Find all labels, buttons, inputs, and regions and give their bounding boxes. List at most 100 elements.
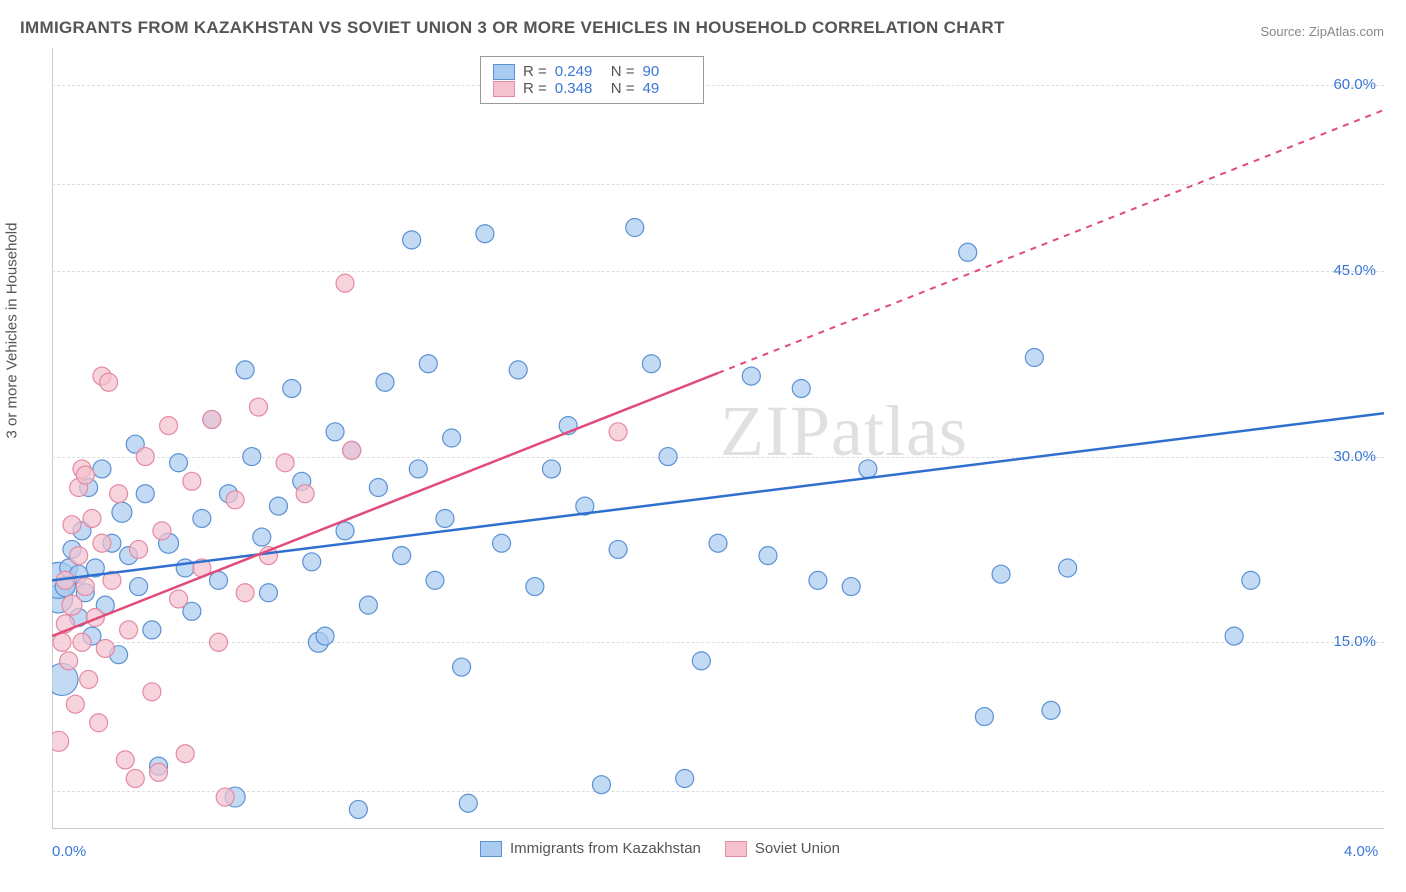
data-point-kazakhstan	[409, 460, 427, 478]
legend-r-value: 0.348	[555, 80, 603, 97]
scatter-plot	[52, 48, 1384, 828]
legend-n-value: 90	[643, 63, 691, 80]
data-point-kazakhstan	[93, 460, 111, 478]
data-point-kazakhstan	[253, 528, 271, 546]
data-point-kazakhstan	[369, 479, 387, 497]
data-point-kazakhstan	[509, 361, 527, 379]
data-point-soviet	[66, 695, 84, 713]
data-point-soviet	[276, 454, 294, 472]
data-point-soviet	[236, 584, 254, 602]
legend-swatch	[493, 64, 515, 80]
data-point-kazakhstan	[436, 509, 454, 527]
data-point-kazakhstan	[526, 578, 544, 596]
data-point-soviet	[62, 595, 82, 615]
data-point-kazakhstan	[453, 658, 471, 676]
data-point-soviet	[210, 633, 228, 651]
data-point-kazakhstan	[170, 454, 188, 472]
legend-stat-row: R = 0.348 N = 49	[493, 80, 691, 97]
trend-line-soviet	[52, 373, 718, 636]
data-point-soviet	[183, 472, 201, 490]
data-point-kazakhstan	[443, 429, 461, 447]
legend-n-value: 49	[643, 80, 691, 97]
data-point-kazakhstan	[283, 379, 301, 397]
data-point-kazakhstan	[709, 534, 727, 552]
data-point-soviet	[609, 423, 627, 441]
data-point-kazakhstan	[303, 553, 321, 571]
legend-series-item: Immigrants from Kazakhstan	[480, 840, 701, 857]
data-point-kazakhstan	[626, 219, 644, 237]
data-point-kazakhstan	[269, 497, 287, 515]
data-point-kazakhstan	[1025, 349, 1043, 367]
data-point-soviet	[136, 448, 154, 466]
legend-series-label: Immigrants from Kazakhstan	[510, 840, 701, 857]
data-point-kazakhstan	[130, 578, 148, 596]
data-point-soviet	[203, 410, 221, 428]
data-point-kazakhstan	[792, 379, 810, 397]
legend-swatch	[725, 841, 747, 857]
data-point-soviet	[126, 769, 144, 787]
legend-swatch	[480, 841, 502, 857]
data-point-kazakhstan	[809, 571, 827, 589]
data-point-kazakhstan	[112, 502, 132, 522]
legend-stat-row: R = 0.249 N = 90	[493, 63, 691, 80]
data-point-soviet	[76, 578, 94, 596]
data-point-kazakhstan	[316, 627, 334, 645]
legend-correlation-stats: R = 0.249 N = 90 R = 0.348 N = 49	[480, 56, 704, 104]
data-point-soviet	[53, 633, 71, 651]
data-point-kazakhstan	[476, 225, 494, 243]
data-point-kazakhstan	[642, 355, 660, 373]
legend-r-value: 0.249	[555, 63, 603, 80]
data-point-kazakhstan	[376, 373, 394, 391]
x-tick-label: 4.0%	[1344, 843, 1378, 860]
data-point-soviet	[130, 540, 148, 558]
data-point-soviet	[343, 441, 361, 459]
data-point-kazakhstan	[136, 485, 154, 503]
data-point-kazakhstan	[259, 584, 277, 602]
data-point-soviet	[80, 670, 98, 688]
data-point-kazakhstan	[692, 652, 710, 670]
legend-series: Immigrants from Kazakhstan Soviet Union	[480, 840, 840, 857]
data-point-kazakhstan	[1225, 627, 1243, 645]
data-point-kazakhstan	[236, 361, 254, 379]
data-point-kazakhstan	[975, 708, 993, 726]
data-point-soviet	[76, 466, 94, 484]
data-point-soviet	[63, 516, 81, 534]
legend-series-item: Soviet Union	[725, 840, 840, 857]
data-point-soviet	[60, 652, 78, 670]
source-attribution: Source: ZipAtlas.com	[1260, 24, 1384, 39]
legend-n-label: N =	[611, 80, 635, 97]
legend-n-label: N =	[611, 63, 635, 80]
legend-r-label: R =	[523, 63, 547, 80]
data-point-kazakhstan	[1042, 701, 1060, 719]
data-point-soviet	[170, 590, 188, 608]
legend-r-label: R =	[523, 80, 547, 97]
data-point-kazakhstan	[759, 547, 777, 565]
data-point-kazakhstan	[349, 800, 367, 818]
data-point-soviet	[52, 731, 69, 751]
data-point-kazakhstan	[393, 547, 411, 565]
data-point-kazakhstan	[326, 423, 344, 441]
data-point-kazakhstan	[493, 534, 511, 552]
data-point-kazakhstan	[609, 540, 627, 558]
data-point-kazakhstan	[459, 794, 477, 812]
data-point-kazakhstan	[193, 509, 211, 527]
data-point-soviet	[116, 751, 134, 769]
data-point-soviet	[96, 639, 114, 657]
data-point-soviet	[176, 745, 194, 763]
data-point-kazakhstan	[543, 460, 561, 478]
data-point-kazakhstan	[359, 596, 377, 614]
data-point-soviet	[120, 621, 138, 639]
data-point-soviet	[73, 633, 91, 651]
data-point-soviet	[90, 714, 108, 732]
legend-swatch	[493, 81, 515, 97]
chart-title: IMMIGRANTS FROM KAZAKHSTAN VS SOVIET UNI…	[20, 18, 1005, 38]
data-point-soviet	[83, 509, 101, 527]
data-point-soviet	[70, 547, 88, 565]
data-point-soviet	[226, 491, 244, 509]
x-axis-line	[52, 828, 1384, 829]
data-point-soviet	[150, 763, 168, 781]
data-point-soviet	[93, 534, 111, 552]
data-point-kazakhstan	[592, 776, 610, 794]
data-point-soviet	[296, 485, 314, 503]
x-tick-label: 0.0%	[52, 843, 86, 860]
